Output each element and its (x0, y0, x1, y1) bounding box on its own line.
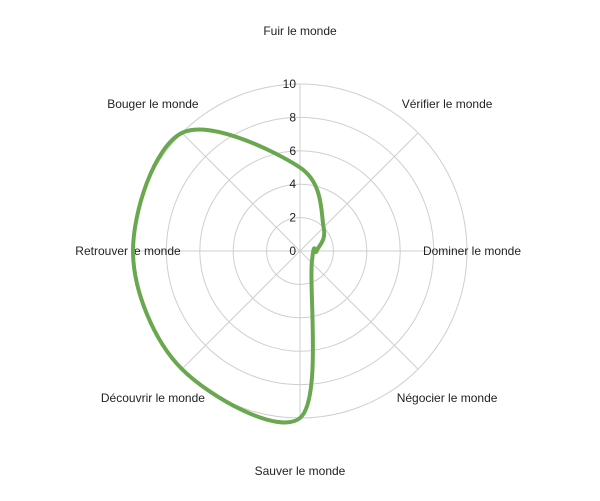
axis-label: Découvrir le monde (101, 391, 205, 405)
axis-label: Vérifier le monde (402, 97, 493, 111)
axis-label: Retrouver le monde (75, 244, 181, 258)
r-tick-label: 10 (283, 77, 297, 91)
axis-label: Fuir le monde (263, 24, 337, 38)
spoke-line (299, 132, 419, 252)
spoke-line (181, 132, 301, 252)
spoke-line (181, 250, 301, 370)
axis-labels: Fuir le monde Vérifier le monde Dominer le… (75, 24, 521, 478)
radial-tick-labels: 0 2 4 6 8 10 (283, 77, 297, 258)
r-tick-label: 2 (289, 211, 296, 225)
series-line (131, 127, 327, 425)
axis-label: Sauver le monde (255, 464, 346, 478)
axis-label: Bouger le monde (107, 97, 199, 111)
axis-label: Négocier le monde (397, 391, 498, 405)
spoke-line (299, 250, 419, 370)
axis-label: Dominer le monde (423, 244, 521, 258)
r-tick-label: 8 (289, 110, 296, 124)
series-layer (131, 127, 327, 425)
r-tick-label: 4 (289, 177, 296, 191)
r-tick-label: 6 (289, 144, 296, 158)
r-tick-label: 0 (289, 244, 296, 258)
